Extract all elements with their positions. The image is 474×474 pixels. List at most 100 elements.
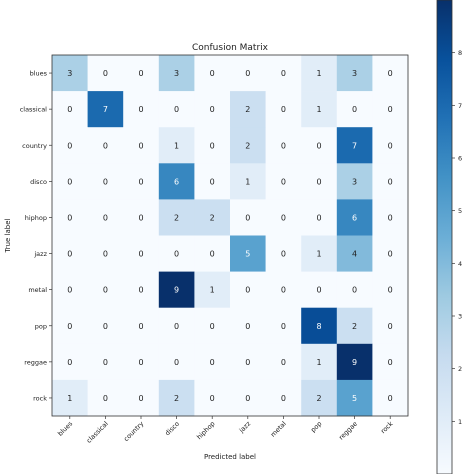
x-tick-label: country: [122, 420, 145, 443]
cell-value-label: 0: [67, 250, 72, 259]
heatmap-cell: [123, 127, 160, 164]
cell-value-label: 0: [138, 177, 143, 186]
heatmap-cell: [301, 271, 338, 308]
heatmap-cell: [87, 55, 124, 92]
cell-value-label: 0: [245, 213, 250, 222]
cell-value-label: 3: [174, 69, 179, 78]
heatmap-cell: [230, 271, 266, 308]
cell-value-label: 0: [67, 322, 72, 331]
x-tick-label: jazz: [237, 419, 253, 435]
heatmap-cell: [87, 307, 124, 345]
cell-value-label: 0: [316, 286, 321, 295]
cell-value-label: 0: [281, 105, 286, 114]
cell-value-label: 0: [67, 213, 72, 222]
heatmap-cell: [194, 379, 231, 417]
cell-value-label: 0: [210, 250, 215, 259]
cell-value-label: 8: [316, 322, 321, 331]
x-tick-label: metal: [269, 420, 288, 439]
cell-value-label: 0: [281, 177, 286, 186]
cell-value-label: 0: [388, 286, 393, 295]
colorbar-tick-label: 2: [458, 365, 462, 373]
x-tick-label: rock: [379, 420, 395, 436]
heatmap-cell: [87, 379, 124, 417]
heatmap-cell: [230, 235, 266, 272]
heatmap-cell: [52, 343, 88, 381]
colorbar: 1 2 3 4 5 6 7 8: [436, 0, 462, 474]
heatmap-cell: [265, 379, 302, 417]
heatmap-cell: [372, 127, 409, 164]
cell-value-label: 0: [245, 394, 250, 403]
heatmap-cell: [301, 199, 338, 236]
cell-value-label: 0: [245, 69, 250, 78]
heatmap-cell: [265, 127, 302, 164]
cell-value-label: 0: [67, 141, 72, 150]
cell-value-label: 0: [388, 69, 393, 78]
cell-value-label: 0: [281, 250, 286, 259]
cell-value-label: 9: [174, 286, 179, 295]
cell-value-label: 0: [67, 177, 72, 186]
cell-value-label: 2: [245, 105, 250, 114]
heatmap-cell: [123, 235, 160, 272]
cell-value-label: 0: [103, 69, 108, 78]
cell-value-label: 0: [388, 105, 393, 114]
cell-value-label: 0: [138, 358, 143, 367]
cell-value-label: 0: [67, 286, 72, 295]
cell-value-label: 0: [103, 141, 108, 150]
cell-value-label: 0: [103, 286, 108, 295]
cell-value-label: 5: [352, 394, 357, 403]
heatmap-cell: [301, 343, 338, 381]
heatmap-cell: [301, 91, 338, 128]
heatmap-cell: [52, 55, 88, 92]
cell-value-label: 1: [316, 69, 321, 78]
cell-value-label: 1: [174, 141, 179, 150]
heatmap-cell: [123, 55, 160, 92]
cell-value-label: 1: [245, 177, 250, 186]
cell-value-label: 0: [103, 177, 108, 186]
heatmap-cell: [265, 55, 302, 92]
cell-value-label: 0: [138, 105, 143, 114]
heatmap-cell: [301, 235, 338, 272]
heatmap-cell: [52, 127, 88, 164]
heatmap-cell: [265, 91, 302, 128]
cell-value-label: 0: [388, 141, 393, 150]
cell-value-label: 0: [103, 213, 108, 222]
heatmap-cell: [265, 307, 302, 345]
colorbar-gradient: [436, 0, 453, 474]
heatmap-cell: [301, 163, 338, 200]
heatmap-cell: [336, 163, 373, 200]
cell-value-label: 2: [210, 213, 215, 222]
cell-value-label: 0: [245, 286, 250, 295]
heatmap-cell: [336, 235, 373, 272]
y-tick-label: metal: [28, 286, 47, 294]
y-tick-label: jazz: [33, 250, 47, 258]
cell-value-label: 9: [352, 358, 357, 367]
heatmap-cell: [194, 91, 231, 128]
heatmap-cell: [123, 199, 160, 236]
heatmap-cell: [336, 307, 373, 345]
heatmap-cell: [372, 343, 409, 381]
heatmap-cell: [194, 271, 231, 308]
cell-value-label: 0: [245, 358, 250, 367]
cell-value-label: 1: [316, 250, 321, 259]
cell-value-label: 2: [352, 322, 357, 331]
heatmap-cell: [194, 55, 231, 92]
heatmap-cell: [301, 307, 338, 345]
heatmap-cell: [87, 271, 124, 308]
colorbar-tick-label: 4: [458, 260, 462, 268]
cell-value-label: 1: [316, 105, 321, 114]
cell-value-label: 0: [210, 322, 215, 331]
heatmap-cell: [301, 127, 338, 164]
y-tick-label: disco: [30, 178, 47, 186]
heatmap-cell: [52, 235, 88, 272]
cell-value-label: 3: [67, 69, 72, 78]
y-tick-label: classical: [20, 106, 47, 114]
cell-value-label: 0: [210, 141, 215, 150]
cell-value-label: 3: [352, 69, 357, 78]
heatmap-cell: [87, 91, 124, 128]
heatmap-cell: [194, 235, 231, 272]
y-tick-label: reggae: [24, 358, 47, 366]
heatmap-cell: [194, 127, 231, 164]
heatmap-cell: [230, 379, 266, 417]
heatmap-cell: [158, 91, 195, 128]
heatmap-cell: [52, 379, 88, 417]
